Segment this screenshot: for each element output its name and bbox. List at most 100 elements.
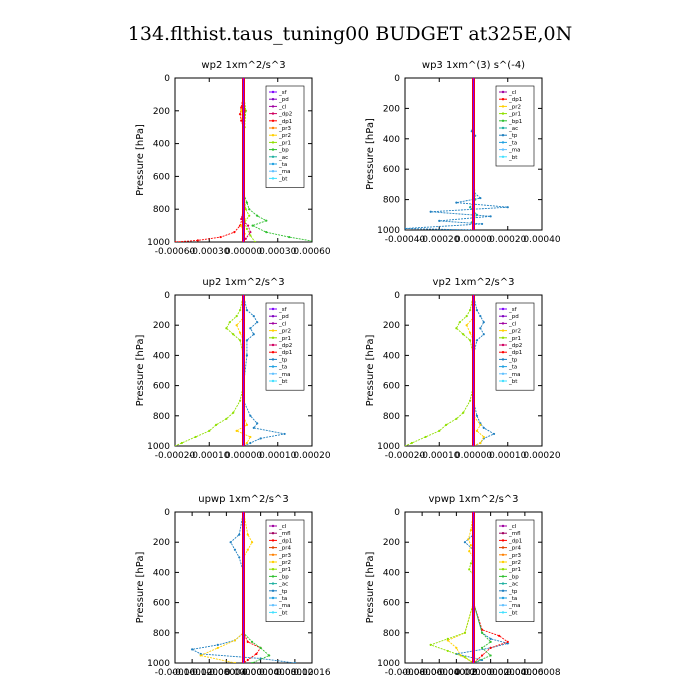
panel-title: wp2 1xm^2/s^3 — [201, 60, 285, 71]
legend-marker — [501, 315, 505, 318]
legend-entry: _pr2 — [278, 560, 291, 566]
panel-2: wp3 1xm^(3) s^(-4)02004006008001000-0.00… — [365, 60, 561, 245]
series-group — [175, 295, 286, 446]
data-point — [199, 652, 202, 656]
data-point — [445, 423, 448, 426]
series-line-dp1 — [175, 78, 244, 242]
legend-entry: _mfl — [278, 531, 291, 537]
legend-marker — [271, 372, 275, 375]
legend-marker — [501, 119, 505, 123]
legend-entry: _bp1 — [508, 119, 522, 125]
y-tick-label: 200 — [153, 107, 170, 117]
data-point — [468, 206, 472, 209]
x-tick-label: -0.00012 — [172, 668, 212, 678]
legend-marker — [271, 589, 275, 592]
legend-marker — [271, 524, 275, 528]
series-line-tp — [405, 78, 508, 230]
data-point — [245, 339, 249, 342]
data-point — [475, 414, 479, 417]
legend-entry: _pr1 — [508, 336, 521, 342]
y-tick-label: 800 — [383, 196, 400, 206]
series-line-pr1 — [175, 295, 244, 446]
series-line-dp1 — [243, 512, 262, 663]
legend-entry: _ac — [278, 582, 288, 588]
data-point — [482, 333, 485, 336]
legend-marker — [271, 379, 275, 383]
x-tick-label: -0.00030 — [189, 247, 230, 257]
data-point — [479, 441, 482, 445]
legend-entry: _bp — [278, 574, 289, 580]
legend-entry: _dp2 — [278, 112, 292, 118]
legend-entry: _pd — [278, 97, 289, 103]
data-point — [468, 331, 472, 334]
data-point — [249, 435, 252, 439]
data-point — [216, 643, 219, 646]
data-point — [232, 411, 235, 414]
data-point — [405, 444, 407, 446]
legend-entry: _pr2 — [508, 560, 521, 566]
data-point — [256, 214, 259, 217]
legend-entry: _pd — [508, 314, 519, 320]
legend-marker — [271, 336, 275, 339]
legend-marker — [271, 365, 275, 368]
x-tick-label: -0.00020 — [385, 451, 426, 461]
data-point — [446, 637, 449, 640]
x-tick-label: 0.00020 — [523, 451, 560, 461]
legend-marker — [271, 170, 275, 173]
legend-entry: _ma — [278, 372, 290, 378]
legend: _cl_mfl_dp1_pr4_pr3_pr2_pr1_bp_ac_tp_ta_… — [265, 519, 305, 622]
x-tick-label: -0.00004 — [419, 668, 460, 678]
data-point — [175, 444, 177, 446]
legend-marker — [271, 148, 275, 151]
data-point — [446, 639, 449, 642]
legend-entry: _pr3 — [508, 553, 522, 559]
legend-box — [265, 302, 305, 391]
legend-entry: _ta — [278, 365, 287, 371]
legend-entry: _dp1 — [278, 350, 292, 356]
data-point — [225, 327, 228, 330]
data-point — [252, 315, 255, 318]
y-tick-label: 0 — [394, 291, 400, 301]
x-tick-label: -0.00040 — [385, 235, 426, 245]
series-line-pr1 — [405, 295, 474, 446]
data-point — [259, 437, 262, 440]
legend: _cl_mfl_dp1_pr4_pr3_pr2_pr1_bp_ac_tp_ta_… — [495, 519, 535, 622]
y-axis-label: Pressure [hPa] — [135, 552, 146, 624]
data-point — [438, 429, 441, 432]
legend-marker — [501, 611, 505, 614]
legend-marker — [271, 582, 275, 585]
legend-marker — [271, 322, 275, 325]
data-point — [248, 208, 251, 211]
y-tick-label: 400 — [153, 351, 170, 361]
x-tick-label: 0.00016 — [293, 668, 330, 678]
data-point — [175, 240, 177, 242]
legend-marker — [271, 568, 275, 571]
data-point — [250, 661, 254, 663]
legend-marker — [501, 105, 505, 108]
data-point — [255, 652, 258, 656]
x-tick-label: -0.00010 — [189, 451, 230, 461]
y-tick-label: 1000 — [377, 226, 400, 236]
panels: wp2 1xm^2/s^302004006008001000-0.00060-0… — [135, 60, 561, 678]
y-tick-label: 600 — [383, 599, 400, 609]
legend-entry: _bt — [278, 610, 288, 616]
legend-marker — [271, 575, 275, 578]
legend-marker — [271, 90, 275, 94]
x-tick-label: 0.00060 — [293, 247, 330, 257]
legend-entry: _tp — [508, 133, 518, 139]
data-point — [225, 417, 228, 420]
x-tick-label: -0.00060 — [155, 247, 196, 257]
legend-entry: _pr1 — [278, 336, 291, 342]
legend-marker — [271, 329, 275, 332]
y-tick-label: 400 — [383, 135, 400, 145]
data-point — [215, 423, 218, 426]
legend-marker — [501, 560, 505, 564]
legend-marker — [501, 372, 505, 375]
legend-entry: _pr3 — [278, 126, 292, 132]
legend-entry: _pr2 — [278, 329, 291, 335]
legend-entry: _dp1 — [508, 538, 522, 544]
data-point — [180, 441, 183, 445]
data-point — [462, 333, 465, 336]
legend-marker — [271, 546, 275, 549]
